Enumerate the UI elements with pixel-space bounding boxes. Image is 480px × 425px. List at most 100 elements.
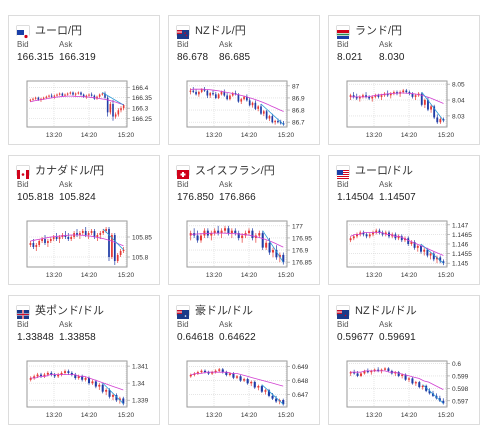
pair-title[interactable]: カナダドル/円: [17, 163, 105, 179]
candle-body: [248, 100, 251, 106]
flag-icon: [17, 306, 29, 319]
y-tick-label: 1.147: [452, 222, 469, 229]
candle-body: [57, 374, 60, 377]
trend-line: [102, 228, 124, 251]
candle-body: [267, 390, 271, 396]
pair-title[interactable]: スイスフラン/円: [177, 163, 275, 179]
candle-body: [257, 386, 260, 388]
candle-body: [275, 398, 278, 402]
pair-name[interactable]: 豪ドル/ドル: [195, 305, 254, 317]
candle-body: [275, 250, 278, 258]
candle-body: [411, 93, 414, 97]
rate-card[interactable]: NZドル/ドル Bid Ask 0.59677 0.59691 0.6 0.599 0.598…: [328, 295, 480, 425]
y-tick-label: 166.3: [132, 106, 149, 113]
rate-card[interactable]: 英ポンド/ドル Bid Ask 1.33848 1.33858 1.341 1.34 1.33…: [8, 295, 160, 425]
candle-body: [225, 372, 228, 375]
rate-card[interactable]: 豪ドル/ドル Bid Ask 0.64618 0.64622 0.649 0.648 0.64…: [168, 295, 320, 425]
y-tick-label: 0.649: [292, 364, 309, 371]
flag-icon: [177, 306, 189, 319]
ask-value: 8.030: [379, 52, 405, 63]
x-tick-label: 15:20: [278, 272, 295, 279]
x-tick-label: 13:20: [206, 412, 223, 419]
plot-frame: [186, 80, 288, 128]
candlestick-chart: 0.6 0.599 0.598 0.597 13:20 14:20 15:20: [346, 360, 469, 419]
rate-card[interactable]: ユーロ/ドル Bid Ask 1.14504 1.14507 1.147 1.1465 1.1…: [328, 155, 480, 285]
candle-body: [380, 369, 383, 371]
flag-icon: [337, 26, 349, 39]
candle-body: [349, 372, 352, 374]
candle-body: [234, 93, 237, 95]
y-tick-label: 1.1455: [452, 251, 472, 258]
rate-card[interactable]: NZドル/円 Bid Ask 86.678 86.685 87 86.9 86.8 86.7 13…: [168, 15, 320, 145]
y-tick-label: 1.341: [132, 364, 149, 371]
candle-body: [87, 378, 91, 384]
y-tick-label: 176.9: [292, 248, 309, 255]
y-tick-label: 166.35: [132, 95, 152, 102]
pair-name[interactable]: ユーロ/円: [35, 25, 83, 37]
moving-average-line: [350, 232, 444, 256]
candle-body: [53, 374, 56, 377]
y-tick-label: 0.648: [292, 378, 309, 385]
candle-body: [29, 378, 32, 380]
candle-body: [358, 96, 361, 99]
candle-body: [223, 91, 226, 96]
trend-line: [262, 230, 284, 263]
pair-name[interactable]: スイスフラン/円: [195, 165, 275, 177]
candle-body: [414, 95, 417, 97]
pair-title[interactable]: 英ポンド/ドル: [17, 303, 105, 319]
candle-body: [47, 241, 49, 243]
candle-body: [33, 376, 36, 379]
pair-name[interactable]: カナダドル/円: [35, 165, 105, 177]
bid-label: Bid: [337, 180, 349, 189]
plot-frame: [26, 360, 128, 408]
pair-title[interactable]: ランド/円: [337, 23, 403, 39]
candle-body: [407, 238, 410, 244]
candle-body: [122, 398, 125, 404]
ask-value: 176.866: [219, 192, 256, 203]
x-tick-label: 13:20: [46, 272, 63, 279]
pair-name[interactable]: ランド/円: [355, 25, 403, 37]
candle-body: [91, 381, 94, 384]
pair-title[interactable]: ユーロ/円: [17, 23, 83, 39]
bid-value: 86.678: [177, 52, 209, 63]
candle-body: [116, 255, 119, 261]
ask-value: 166.319: [59, 52, 96, 63]
plot-frame: [26, 220, 128, 268]
candle-body: [96, 235, 99, 237]
candle-body: [282, 254, 285, 263]
candle-body: [115, 395, 118, 401]
candle-body: [196, 372, 199, 374]
pair-name[interactable]: NZドル/円: [195, 25, 246, 37]
rate-card[interactable]: ランド/円 Bid Ask 8.021 8.030 8.05 8.04 8.03 13:20 14…: [328, 15, 480, 145]
candle-body: [265, 111, 268, 119]
candle-body: [35, 245, 38, 247]
candle-body: [402, 90, 405, 93]
moving-average-line: [190, 232, 284, 248]
rate-card[interactable]: スイスフラン/円 Bid Ask 176.850 176.866 177 176.95 176…: [168, 155, 320, 285]
pair-title[interactable]: ユーロ/ドル: [337, 163, 414, 179]
candle-body: [397, 236, 400, 239]
candle-body: [217, 94, 220, 98]
candle-body: [29, 99, 32, 101]
candle-body: [195, 91, 197, 95]
candle-body: [234, 230, 237, 234]
candle-body: [41, 239, 43, 241]
candle-body: [122, 105, 125, 109]
candle-body: [268, 242, 271, 253]
candle-body: [438, 398, 441, 401]
candle-body: [213, 230, 216, 234]
candle-body: [353, 372, 356, 374]
pair-name[interactable]: NZドル/ドル: [355, 305, 417, 317]
pair-title[interactable]: NZドル/円: [177, 23, 246, 39]
candle-body: [397, 372, 400, 376]
rate-card[interactable]: ユーロ/円 Bid Ask 166.315 166.319 166.4 166.35 166.…: [8, 15, 160, 145]
pair-title[interactable]: NZドル/ドル: [337, 303, 417, 319]
pair-title[interactable]: 豪ドル/ドル: [177, 303, 254, 319]
candle-body: [228, 373, 231, 375]
candle-body: [67, 237, 70, 239]
pair-name[interactable]: 英ポンド/ドル: [35, 305, 105, 317]
pair-name[interactable]: ユーロ/ドル: [355, 165, 414, 177]
x-tick-label: 13:20: [366, 132, 383, 139]
candle-body: [50, 372, 53, 375]
rate-card[interactable]: カナダドル/円 Bid Ask 105.818 105.824 105.85 105.8 13…: [8, 155, 160, 285]
